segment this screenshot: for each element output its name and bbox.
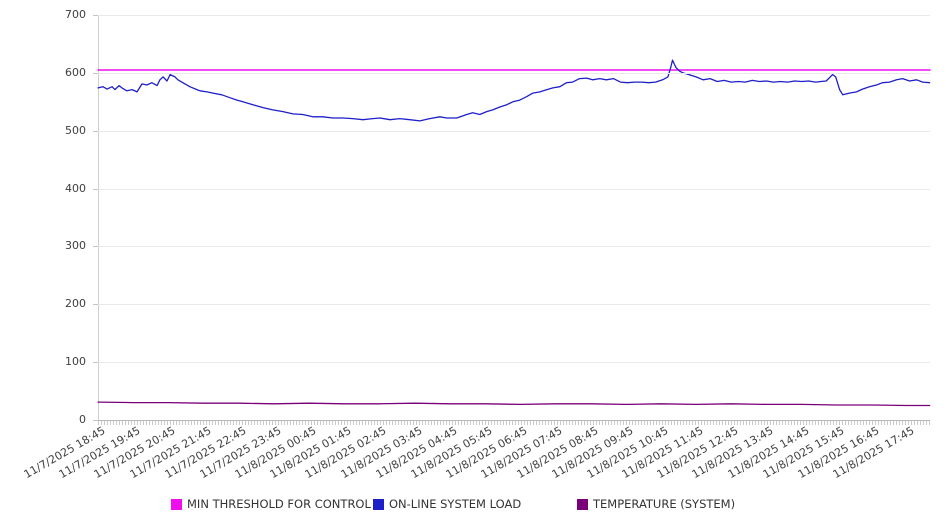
gridline-500 xyxy=(98,130,930,132)
legend-item-temperature-system[interactable]: TEMPERATURE (SYSTEM) xyxy=(577,497,735,511)
y-tick-300 xyxy=(93,246,98,248)
legend-label-temperature-system: TEMPERATURE (SYSTEM) xyxy=(593,497,736,511)
gridline-400 xyxy=(98,188,930,190)
legend-item-online-system-load[interactable]: ON-LINE SYSTEM LOAD xyxy=(373,497,521,511)
y-tick-700 xyxy=(93,15,98,16)
y-axis-line xyxy=(98,15,99,420)
series-line-on-line-system-load xyxy=(97,59,931,122)
legend-label-online-system-load: ON-LINE SYSTEM LOAD xyxy=(389,497,522,511)
y-axis-label-500: 500 xyxy=(65,123,86,137)
chart-legend: MIN THRESHOLD FOR CONTROL ON-LINE SYSTEM… xyxy=(0,497,946,513)
legend-swatch-min-threshold-icon xyxy=(171,498,182,510)
y-axis-label-400: 400 xyxy=(65,181,86,195)
y-axis-label-0: 0 xyxy=(79,413,86,426)
gridline-300 xyxy=(98,246,930,248)
legend-label-min-threshold: MIN THRESHOLD FOR CONTROL xyxy=(187,497,371,511)
y-axis-label-700: 700 xyxy=(65,8,86,21)
series-line-temperature-system xyxy=(97,401,931,407)
gridline-200 xyxy=(98,304,930,306)
y-axis-label-600: 600 xyxy=(65,65,86,79)
gridline-100 xyxy=(98,362,930,364)
y-axis-label-200: 200 xyxy=(65,297,86,311)
y-tick-400 xyxy=(93,188,98,190)
gridline-700 xyxy=(98,15,930,16)
legend-swatch-online-system-load-icon xyxy=(373,498,384,510)
plot-area xyxy=(97,59,931,407)
x-axis-line xyxy=(98,420,930,421)
legend-swatch-temperature-system-icon xyxy=(577,498,588,510)
y-axis-label-300: 300 xyxy=(65,239,86,253)
legend-item-min-threshold-for-control[interactable]: MIN THRESHOLD FOR CONTROL xyxy=(171,497,371,511)
y-tick-100 xyxy=(93,362,98,364)
y-axis-label-100: 100 xyxy=(65,355,86,369)
gridline-600 xyxy=(98,72,930,74)
y-tick-600 xyxy=(93,72,98,74)
x-minor-tick-comb xyxy=(98,421,931,425)
y-tick-200 xyxy=(93,304,98,306)
y-tick-0 xyxy=(93,420,98,421)
y-tick-500 xyxy=(93,130,98,132)
